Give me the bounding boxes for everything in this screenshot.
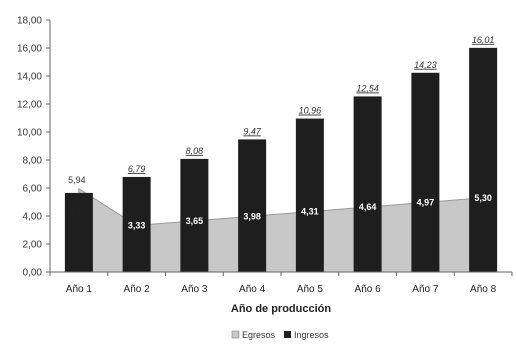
ingresos-data-label: 14,23 xyxy=(414,60,437,70)
legend: Egresos Ingresos xyxy=(231,330,329,340)
y-tick-label: 6,00 xyxy=(23,184,43,195)
x-tick-label: Año 5 xyxy=(297,284,324,295)
ingresos-bar xyxy=(180,158,209,272)
egresos-data-label: 4,64 xyxy=(359,202,377,212)
ingresos-bar xyxy=(469,47,498,272)
ingresos-bar xyxy=(122,176,151,272)
y-tick-label: 16,00 xyxy=(17,44,42,55)
ingresos-bar xyxy=(238,139,267,272)
x-tick-label: Año 4 xyxy=(239,284,266,295)
ingresos-data-label: 10,96 xyxy=(299,106,322,116)
y-tick-label: 0,00 xyxy=(23,268,43,279)
egresos-data-label: 4,97 xyxy=(417,197,435,207)
ingresos-bar xyxy=(353,96,382,272)
legend-swatch-egresos xyxy=(231,330,240,339)
legend-label-ingresos: Ingresos xyxy=(294,330,329,340)
ingresos-bar xyxy=(295,118,324,272)
ingresos-bar xyxy=(64,192,93,272)
x-tick-label: Año 1 xyxy=(66,284,93,295)
ingresos-data-label: 12,54 xyxy=(356,83,379,93)
ingresos-data-label: 9,47 xyxy=(243,126,262,136)
ingresos-data-label: 5,65 xyxy=(70,208,88,218)
y-tick-label: 2,00 xyxy=(23,240,43,251)
ingresos-data-label: 16,01 xyxy=(472,35,495,45)
x-tick-label: Año 7 xyxy=(412,284,439,295)
egresos-data-label: 3,33 xyxy=(128,220,146,230)
y-tick-label: 10,00 xyxy=(17,128,42,139)
x-tick-label: Año 6 xyxy=(355,284,382,295)
x-tick-label: Año 8 xyxy=(470,284,497,295)
x-tick-label: Año 2 xyxy=(124,284,151,295)
egresos-data-label: 3,65 xyxy=(186,216,204,226)
egresos-data-label: 3,98 xyxy=(243,211,261,221)
egresos-data-label: 5,30 xyxy=(474,193,492,203)
x-tick-label: Año 3 xyxy=(181,284,208,295)
x-axis: Año 1 Año 2 Año 3 Año 4 Año 5 Año 6 Año 7 Año 8 xyxy=(49,271,513,295)
ingresos-data-label: 8,08 xyxy=(186,146,204,156)
y-tick-label: 18,00 xyxy=(17,16,42,27)
ingresos-bar xyxy=(411,72,440,272)
ingresos-data-label: 6,79 xyxy=(128,164,146,174)
y-axis: 0,00 2,00 4,00 6,00 8,00 10,00 12,00 14,00 16,00… xyxy=(17,16,51,279)
ingresos-bars xyxy=(64,47,498,272)
legend-label-egresos: Egresos xyxy=(242,330,276,340)
y-tick-label: 12,00 xyxy=(17,100,42,111)
y-tick-label: 4,00 xyxy=(23,212,43,223)
x-axis-title: Año de producción xyxy=(231,303,332,315)
egresos-data-label: 5,94 xyxy=(68,175,86,185)
egresos-data-label: 4,31 xyxy=(301,207,319,217)
legend-swatch-ingresos xyxy=(284,331,291,338)
y-tick-label: 8,00 xyxy=(23,156,43,167)
y-tick-label: 14,00 xyxy=(17,72,42,83)
data-labels: 5,65 6,79 8,08 9,47 10,96 12,54 14,23 16,01 5,94… xyxy=(68,35,494,231)
